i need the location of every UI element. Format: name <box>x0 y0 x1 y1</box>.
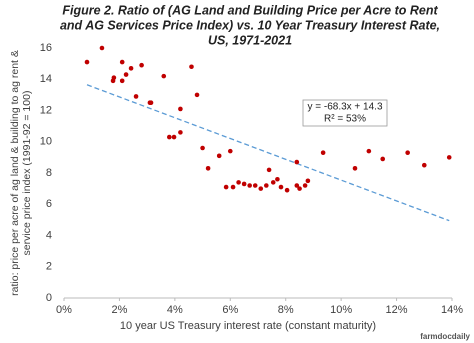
point <box>200 145 205 151</box>
x-tick-label: 2% <box>111 304 127 316</box>
point <box>352 166 358 171</box>
x-tick-label: 10% <box>330 304 352 316</box>
chart-title: Figure 2. Ratio of (AG Land and Building… <box>62 3 438 17</box>
point <box>167 134 172 140</box>
y-tick-label: 14 <box>40 73 52 85</box>
point <box>270 180 276 185</box>
point <box>278 184 284 190</box>
y-tick-label: 2 <box>46 261 52 273</box>
point <box>205 166 211 171</box>
point <box>284 187 290 193</box>
point <box>194 92 200 98</box>
point <box>305 178 311 184</box>
point <box>380 156 386 162</box>
point <box>294 159 300 165</box>
point <box>241 181 247 187</box>
point <box>123 72 129 77</box>
point <box>178 130 183 135</box>
point <box>266 167 272 173</box>
point <box>216 153 222 159</box>
point <box>171 134 177 140</box>
x-axis-label: 10 year US Treasury interest rate (const… <box>120 320 376 332</box>
x-tick-label: 14% <box>441 304 463 316</box>
point <box>139 62 144 68</box>
y-tick-label: 16 <box>40 42 52 54</box>
point <box>230 184 236 190</box>
point <box>111 75 117 80</box>
point <box>320 150 326 155</box>
point <box>264 183 269 188</box>
point <box>236 180 241 185</box>
point <box>133 94 139 99</box>
point <box>252 183 258 188</box>
point <box>446 155 452 160</box>
point <box>119 59 125 65</box>
y-tick-label: 6 <box>46 198 52 210</box>
y-axis-label: service price index (1991-92 = 100) <box>21 91 33 256</box>
point <box>161 73 167 79</box>
annotation-box <box>302 99 388 127</box>
point <box>247 183 252 188</box>
annotation: R² = 53% <box>324 114 366 125</box>
y-tick-label: 12 <box>40 104 52 116</box>
x-tick-label: 6% <box>222 304 238 316</box>
y-tick-label: 8 <box>46 167 52 179</box>
point <box>294 183 300 188</box>
point <box>297 186 302 191</box>
point <box>223 184 229 190</box>
point <box>258 186 264 191</box>
point <box>421 162 427 168</box>
y-tick-label: 0 <box>46 292 52 304</box>
point <box>302 183 308 188</box>
trendline <box>86 84 450 222</box>
point <box>148 100 154 105</box>
x-tick-label: 0% <box>56 304 72 316</box>
chart-title: US, 1971-2021 <box>208 33 292 47</box>
chart-title: and AG Services Price Index) vs. 10 Year… <box>60 18 440 32</box>
point <box>128 66 134 71</box>
annotation: y = -68.3x + 14.3 <box>307 102 382 113</box>
point <box>99 45 105 51</box>
x-tick-label: 12% <box>386 304 408 316</box>
point <box>227 148 233 154</box>
logo: farmdocdaily <box>420 332 470 341</box>
point <box>84 59 90 65</box>
x-tick-label: 8% <box>278 304 294 316</box>
point <box>405 150 410 155</box>
point <box>275 176 280 182</box>
x-tick-label: 4% <box>167 304 183 316</box>
point <box>119 78 125 84</box>
y-tick-label: 4 <box>46 229 52 241</box>
y-tick-label: 10 <box>40 136 52 148</box>
point <box>366 148 372 154</box>
point <box>178 106 183 112</box>
y-axis-label: ratio: price per acre of ag land & build… <box>9 50 21 296</box>
point <box>189 64 194 70</box>
